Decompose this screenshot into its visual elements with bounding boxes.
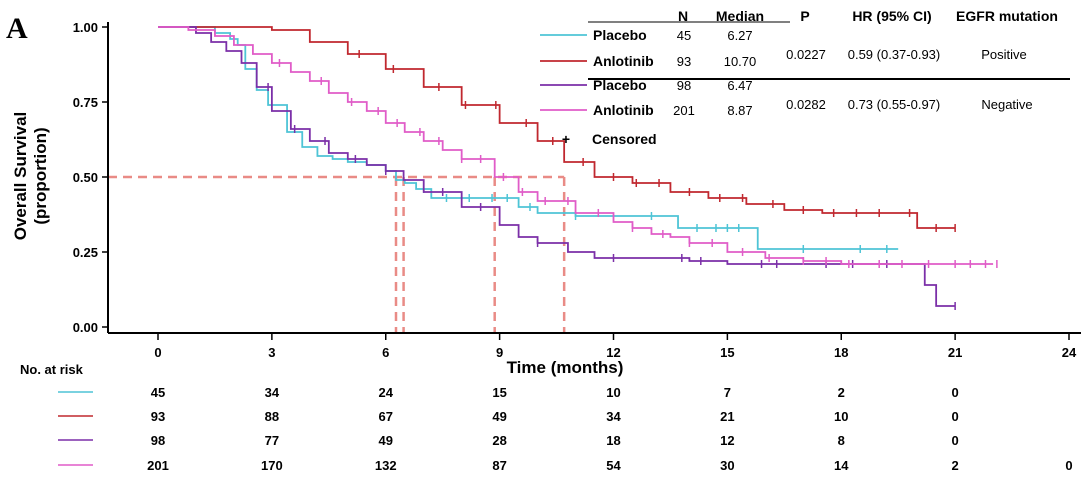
legend-series-name: Anlotinib <box>593 53 654 69</box>
legend-series-n: 98 <box>677 78 691 93</box>
risk-value: 201 <box>147 458 169 473</box>
risk-value: 21 <box>720 409 734 424</box>
legend-series-n: 45 <box>677 28 691 43</box>
risk-value: 49 <box>492 409 506 424</box>
legend-censored-label: Censored <box>592 131 657 147</box>
panel-letter: A <box>6 12 28 45</box>
risk-value: 0 <box>952 409 959 424</box>
risk-value: 8 <box>838 433 845 448</box>
y-axis-title: Overall Survival (proportion) <box>11 112 50 241</box>
risk-table-title: No. at risk <box>20 362 84 377</box>
legend-hr-negative: 0.73 (0.55-0.97) <box>848 97 941 112</box>
risk-value: 67 <box>379 409 393 424</box>
y-tick-label: 0.50 <box>73 170 98 185</box>
curve-3 <box>158 26 994 265</box>
legend-p-negative: 0.0282 <box>786 97 826 112</box>
legend-series-n: 93 <box>677 54 691 69</box>
y-tick-label: 0.00 <box>73 320 98 335</box>
legend-series-median: 8.87 <box>727 103 752 118</box>
curve-2 <box>158 26 956 307</box>
x-tick-label: 3 <box>268 345 275 360</box>
risk-value: 28 <box>492 433 506 448</box>
legend-p-positive: 0.0227 <box>786 47 826 62</box>
legend-series-name: Placebo <box>593 27 647 43</box>
risk-value: 34 <box>265 385 280 400</box>
risk-value: 14 <box>834 458 849 473</box>
risk-value: 7 <box>724 385 731 400</box>
legend-series-median: 10.70 <box>724 54 757 69</box>
risk-value: 2 <box>952 458 959 473</box>
risk-value: 10 <box>834 409 848 424</box>
legend-hr-positive: 0.59 (0.37-0.93) <box>848 47 941 62</box>
risk-value: 18 <box>606 433 620 448</box>
risk-value: 93 <box>151 409 165 424</box>
risk-value: 15 <box>492 385 506 400</box>
risk-value: 49 <box>379 433 393 448</box>
risk-value: 10 <box>606 385 620 400</box>
y-tick-label: 1.00 <box>73 20 98 35</box>
legend-header-p: P <box>800 8 809 24</box>
risk-value: 170 <box>261 458 283 473</box>
curve-1 <box>158 26 956 229</box>
axes: 0.00 0.25 0.50 0.75 1.00 0 3 6 9 12 15 18 21 24 <box>73 20 1081 360</box>
legend-series-n: 201 <box>673 103 695 118</box>
x-tick-label: 21 <box>948 345 962 360</box>
legend-header-egfr: EGFR mutation <box>956 8 1058 24</box>
y-axis-title-line2: (proportion) <box>31 127 50 224</box>
y-tick-label: 0.25 <box>73 245 98 260</box>
legend-series-median: 6.47 <box>727 78 752 93</box>
risk-value: 2 <box>838 385 845 400</box>
risk-value: 88 <box>265 409 279 424</box>
x-tick-label: 0 <box>154 345 161 360</box>
y-axis-title-line1: Overall Survival <box>11 112 30 241</box>
risk-value: 0 <box>952 433 959 448</box>
legend-egfr-positive: Positive <box>981 47 1027 62</box>
x-tick-label: 24 <box>1062 345 1077 360</box>
x-tick-label: 18 <box>834 345 848 360</box>
x-tick-label: 15 <box>720 345 734 360</box>
risk-value: 0 <box>952 385 959 400</box>
y-tick-label: 0.75 <box>73 95 98 110</box>
risk-table: 45 34 24 15 10 7 2 093 88 67 49 34 21 10 098 77 49 28 18 12… <box>58 385 1073 473</box>
legend-series-name: Anlotinib <box>593 102 654 118</box>
legend-egfr-negative: Negative <box>981 97 1032 112</box>
risk-value: 87 <box>492 458 506 473</box>
legend-series-median: 6.27 <box>727 28 752 43</box>
legend-header-hr: HR (95% CI) <box>852 8 931 24</box>
risk-value: 24 <box>379 385 394 400</box>
risk-value: 34 <box>606 409 621 424</box>
legend-header-n: N <box>678 8 688 24</box>
legend-header-median: Median <box>716 8 764 24</box>
survival-curves <box>158 26 998 310</box>
risk-value: 45 <box>151 385 165 400</box>
risk-value: 30 <box>720 458 734 473</box>
legend-rows: Placebo 45 6.27 Anlotinib 93 10.70 Placebo 98 6.… <box>540 27 756 118</box>
risk-value: 12 <box>720 433 734 448</box>
risk-value: 54 <box>606 458 621 473</box>
x-tick-label: 12 <box>606 345 620 360</box>
risk-value: 77 <box>265 433 279 448</box>
x-tick-label: 9 <box>496 345 503 360</box>
risk-value: 0 <box>1065 458 1072 473</box>
risk-value: 132 <box>375 458 397 473</box>
median-reference-lines <box>108 175 566 333</box>
x-axis-title: Time (months) <box>507 358 624 377</box>
x-tick-label: 6 <box>382 345 389 360</box>
legend-series-name: Placebo <box>593 77 647 93</box>
legend: N Median P HR (95% CI) EGFR mutation 0.0… <box>540 8 1070 147</box>
risk-value: 98 <box>151 433 165 448</box>
legend-censored-symbol: + <box>562 131 570 147</box>
